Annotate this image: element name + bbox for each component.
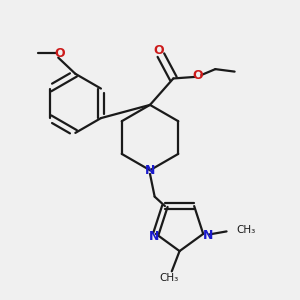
Text: N: N [203,229,213,242]
Text: CH₃: CH₃ [160,273,179,283]
Text: CH₃: CH₃ [236,226,255,236]
Text: O: O [192,70,203,83]
Text: N: N [145,164,155,177]
Text: O: O [55,47,65,60]
Text: O: O [153,44,164,57]
Text: N: N [149,230,160,243]
